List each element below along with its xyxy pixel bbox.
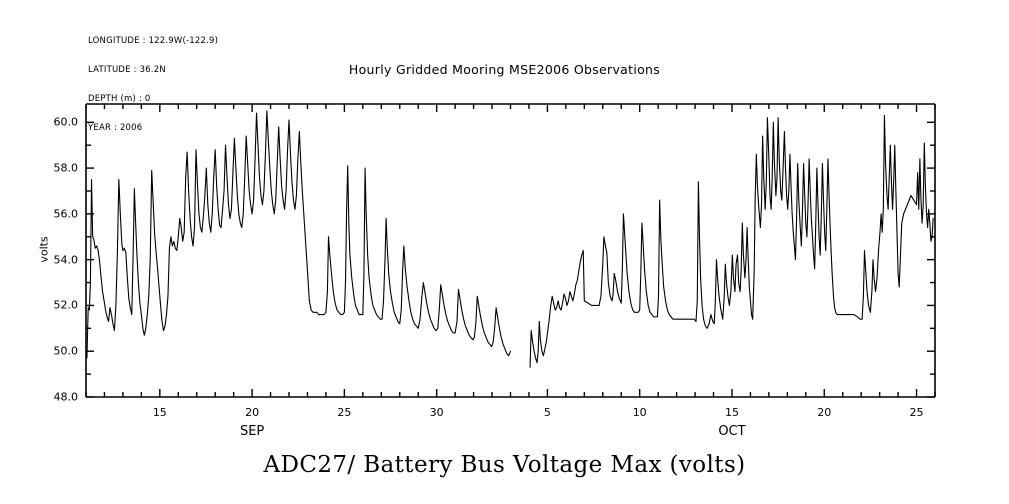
y-tick-label: 48.0	[53, 390, 79, 404]
x-month-label: OCT	[718, 424, 746, 439]
x-axis-ticks	[85, 104, 936, 397]
y-tick-label: 60.0	[53, 115, 79, 129]
y-axis-title: volts	[37, 235, 51, 263]
x-tick-label: 20	[817, 406, 832, 419]
metadata-header: LONGITUDE : 122.9W(-122.9) LATITUDE : 36…	[88, 18, 218, 152]
x-tick-label: 15	[152, 406, 167, 419]
y-tick-label: 58.0	[53, 161, 79, 175]
chart-caption: ADC27/ Battery Bus Voltage Max (volts)	[263, 452, 746, 478]
chart-title: Hourly Gridded Mooring MSE2006 Observati…	[348, 62, 661, 77]
x-tick-label: 15	[724, 406, 739, 419]
x-tick-label: 25	[909, 406, 924, 419]
x-tick-label: 5	[543, 406, 551, 419]
x-tick-label: 20	[245, 406, 260, 419]
metadata-longitude: LONGITUDE : 122.9W(-122.9)	[88, 36, 219, 47]
y-tick-label: 50.0	[53, 344, 79, 358]
metadata-year: YEAR : 2006	[88, 122, 143, 133]
y-tick-label: 54.0	[53, 253, 79, 267]
x-tick-label: 30	[429, 406, 444, 419]
x-tick-label: 25	[337, 406, 352, 419]
x-tick-label: 10	[632, 406, 647, 419]
axis-frame	[85, 103, 936, 398]
x-month-label: SEP	[239, 424, 265, 439]
y-tick-label: 52.0	[53, 298, 79, 312]
data-series	[86, 110, 934, 368]
y-tick-label: 56.0	[53, 207, 79, 221]
y-axis-ticks	[86, 121, 935, 398]
metadata-latitude: LATITUDE : 36.2N	[88, 64, 166, 75]
metadata-depth: DEPTH (m) : 0	[88, 93, 151, 104]
